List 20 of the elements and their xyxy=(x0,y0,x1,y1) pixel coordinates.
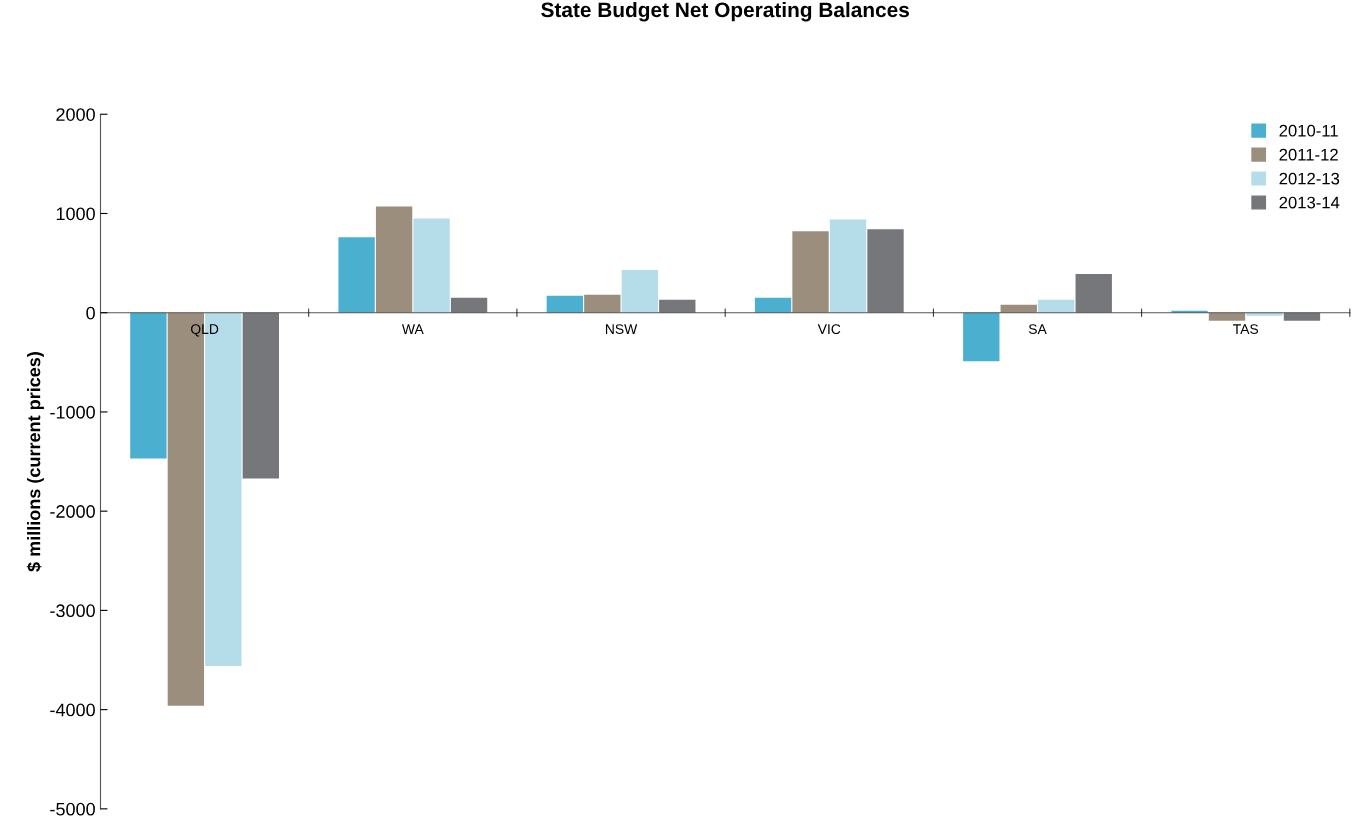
x-tick-label: QLD xyxy=(190,324,219,337)
x-tick-label: WA xyxy=(401,324,424,334)
y-tick-label: -1000 xyxy=(50,405,95,419)
y-axis-title: $ millions (current prices) xyxy=(26,352,44,572)
y-tick-label: -5000 xyxy=(50,802,95,816)
chart-title: State Budget Net Operating Balances xyxy=(541,1,909,22)
y-tick-label: 2000 xyxy=(56,108,95,121)
y-tick-label: -4000 xyxy=(50,703,95,717)
legend-label: 2013-14 xyxy=(1279,196,1340,209)
legend-label: 2011-12 xyxy=(1279,148,1338,161)
y-tick-label: 1000 xyxy=(56,207,95,221)
y-tick-label: 0 xyxy=(86,306,95,320)
y-tick-label: -3000 xyxy=(50,604,95,618)
x-tick-label: NSW xyxy=(606,324,638,335)
legend-label: 2010-11 xyxy=(1279,124,1338,137)
x-tick-label: TAS xyxy=(1233,324,1259,335)
x-tick-label: VIC xyxy=(817,324,841,335)
y-tick-label: -2000 xyxy=(50,505,95,518)
x-tick-label: SA xyxy=(1028,324,1047,335)
legend-label: 2012-13 xyxy=(1279,172,1340,185)
